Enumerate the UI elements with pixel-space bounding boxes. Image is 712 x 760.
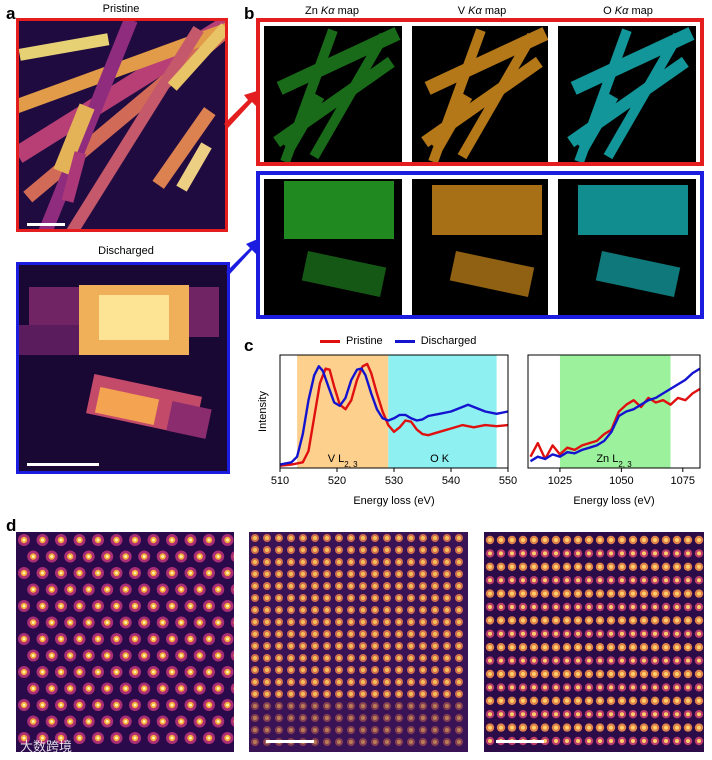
shaded-region-left-1 bbox=[388, 355, 497, 468]
x-tick-label-left-540: 540 bbox=[442, 475, 460, 487]
haadf-image-3 bbox=[484, 532, 704, 752]
y-axis-label: Intensity bbox=[257, 391, 269, 432]
x-axis-label-right: Energy loss (eV) bbox=[573, 495, 654, 507]
map-title-zn: Zn Kα map bbox=[305, 5, 359, 17]
haadf-image-2 bbox=[249, 532, 468, 752]
discharged-label: Discharged bbox=[98, 245, 154, 257]
scale-bar-d3 bbox=[496, 740, 544, 743]
discharged-o-map bbox=[558, 179, 696, 315]
x-tick-label-right-1050: 1050 bbox=[609, 475, 633, 487]
legend-label-pristine: Pristine bbox=[346, 335, 383, 347]
map-title-v: V Kα map bbox=[457, 5, 507, 17]
x-axis-label-left: Energy loss (eV) bbox=[353, 495, 434, 507]
legend-swatch-pristine bbox=[320, 339, 340, 343]
pristine-o-map bbox=[558, 26, 696, 162]
region-label-zn: Zn L2, 3 bbox=[596, 453, 632, 469]
pristine-label: Pristine bbox=[102, 3, 140, 15]
discharged-map-frame bbox=[256, 171, 704, 319]
discharged-nanobelts bbox=[19, 265, 227, 471]
panel-letter-b: b bbox=[244, 4, 255, 23]
pristine-sem-image bbox=[16, 18, 228, 232]
panel-letter-d: d bbox=[6, 516, 17, 535]
discharged-v-map bbox=[412, 179, 548, 315]
discharged-sem-image bbox=[16, 262, 230, 474]
x-tick-label-left-510: 510 bbox=[271, 475, 289, 487]
pristine-scale-bar bbox=[27, 223, 65, 226]
panel-arrows bbox=[224, 90, 260, 275]
pristine-nanobelts bbox=[19, 21, 225, 229]
discharged-zn-map bbox=[264, 179, 402, 315]
legend-swatch-discharged bbox=[394, 339, 415, 343]
series-line-left-discharged bbox=[279, 365, 509, 466]
x-tick-label-left-550: 550 bbox=[499, 475, 517, 487]
red-arrow bbox=[224, 90, 260, 128]
plot-frame-right bbox=[527, 354, 701, 469]
pristine-map-frame bbox=[256, 18, 704, 166]
x-tick-label-right-1075: 1075 bbox=[671, 475, 695, 487]
scale-bar-d2 bbox=[266, 740, 314, 743]
watermark-text: 大数跨境 bbox=[20, 739, 73, 754]
x-tick-label-right-1025: 1025 bbox=[548, 475, 572, 487]
series-line-left-pristine bbox=[279, 362, 509, 467]
x-tick-label-left-530: 530 bbox=[385, 475, 403, 487]
pristine-v-map bbox=[412, 26, 548, 162]
chart-legend: Pristine Discharged bbox=[320, 335, 476, 347]
blue-arrow bbox=[226, 238, 260, 275]
series-line-right-pristine bbox=[529, 387, 701, 461]
legend-label-discharged: Discharged bbox=[420, 335, 477, 347]
region-label-v: V L2, 3 bbox=[328, 453, 358, 469]
x-tick-label-left-520: 520 bbox=[328, 475, 346, 487]
panel-letter-c: c bbox=[244, 336, 254, 355]
discharged-scale-bar bbox=[27, 463, 99, 466]
haadf-image-1 bbox=[16, 532, 234, 752]
panel-letter-a: a bbox=[6, 4, 16, 23]
shaded-region-right-0 bbox=[559, 355, 671, 468]
shaded-region-left-0 bbox=[297, 355, 389, 468]
series-line-right-discharged bbox=[529, 367, 701, 463]
map-title-o: O Kα map bbox=[603, 5, 653, 17]
region-label-o: O K bbox=[430, 453, 450, 465]
pristine-zn-map bbox=[264, 26, 402, 162]
